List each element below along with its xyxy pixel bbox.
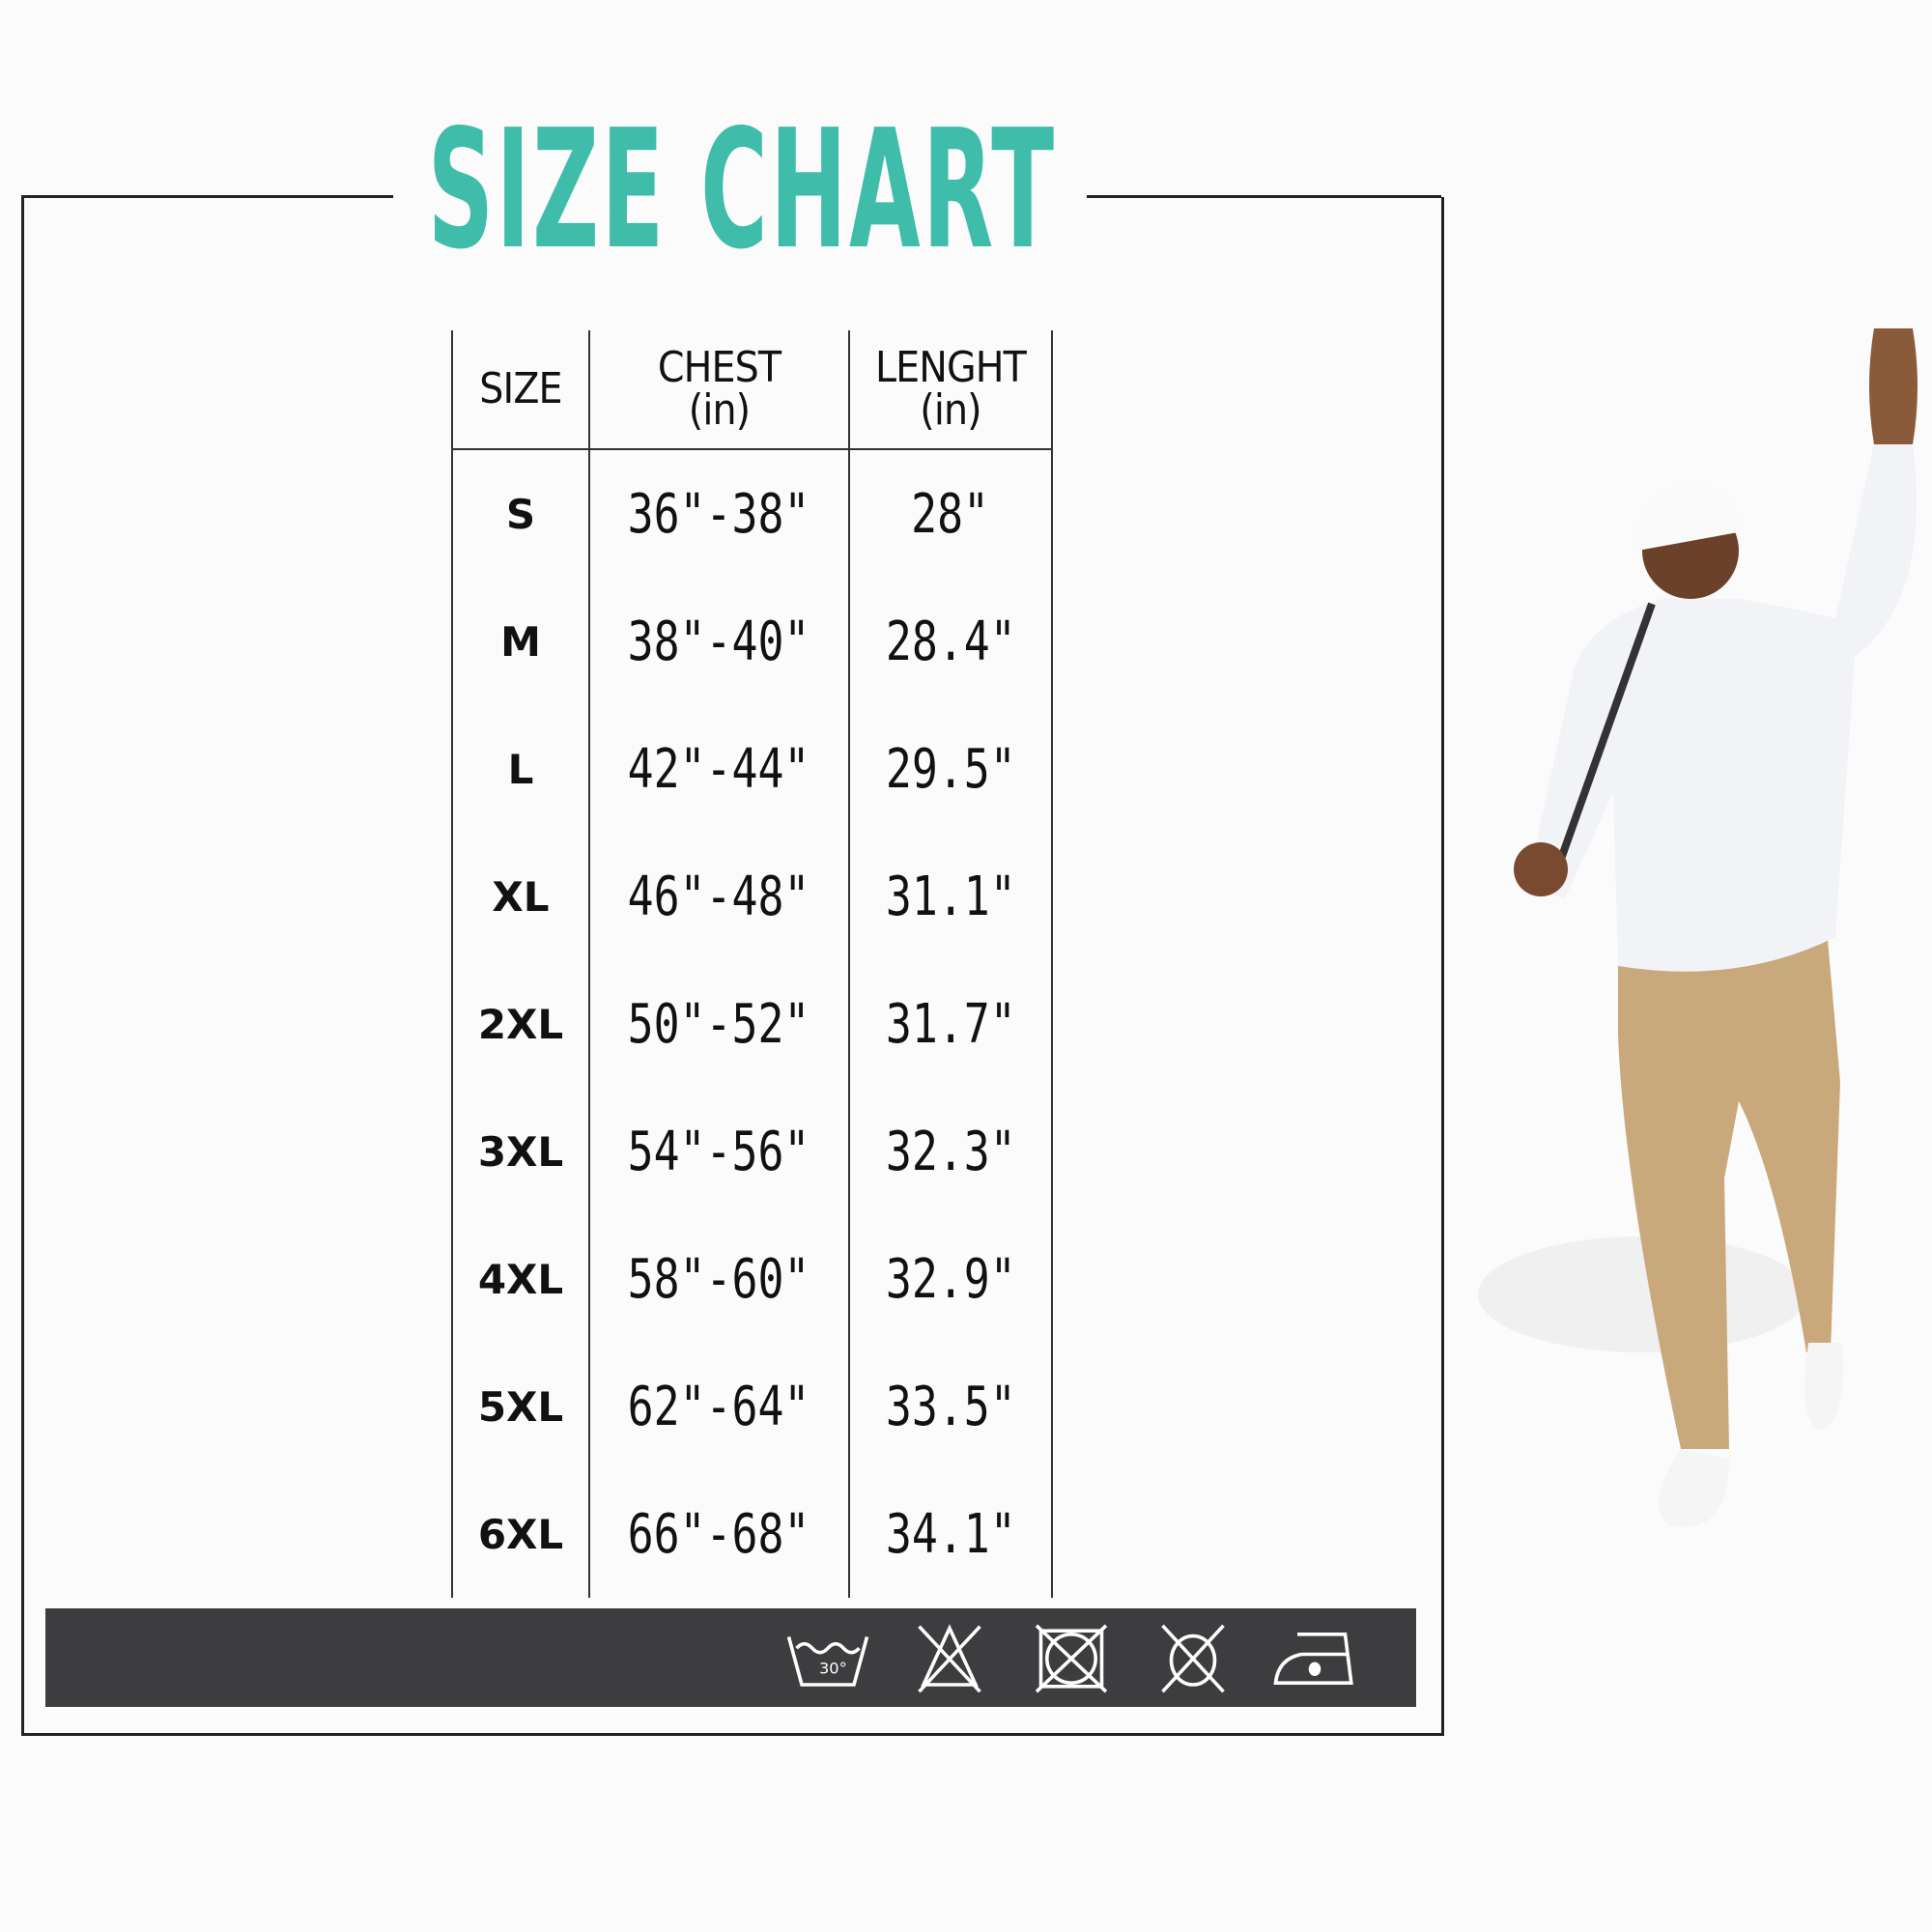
cell-chest: 62"-64" <box>588 1343 850 1470</box>
cell-chest: 66"-68" <box>588 1470 850 1598</box>
cell-length: 28" <box>848 449 1053 578</box>
iron-low-icon <box>1273 1633 1353 1685</box>
cell-size: XL <box>451 833 590 960</box>
table-row: 2XL 50"-52" 31.7" <box>451 960 1053 1088</box>
header-label: LENGHT <box>875 343 1027 392</box>
cell-chest-text: 66"-68" <box>628 1502 810 1566</box>
cell-size-text: 2XL <box>477 1000 564 1048</box>
header-unit: (in) <box>688 385 751 435</box>
header-size: SIZE <box>451 330 590 450</box>
cell-length: 28.4" <box>848 578 1053 705</box>
cell-chest: 42"-44" <box>588 705 850 833</box>
wash-temp-label: 30° <box>819 1659 847 1677</box>
frame-top-left-line <box>21 195 393 198</box>
cell-size-text: XL <box>492 872 550 921</box>
cell-length-text: 28" <box>911 482 990 546</box>
table-row: L 42"-44" 29.5" <box>451 705 1053 833</box>
cell-size: 6XL <box>451 1470 590 1598</box>
cell-length: 31.1" <box>848 833 1053 960</box>
cell-chest: 58"-60" <box>588 1215 850 1343</box>
cell-size-text: L <box>507 745 534 793</box>
cell-length: 34.1" <box>848 1470 1053 1598</box>
cell-chest-text: 54"-56" <box>628 1120 810 1183</box>
cell-length-text: 34.1" <box>885 1502 1016 1566</box>
wash-30-icon: 30° <box>786 1636 869 1687</box>
table-row: 5XL 62"-64" 33.5" <box>451 1343 1053 1470</box>
cell-size: 3XL <box>451 1088 590 1215</box>
cell-length: 33.5" <box>848 1343 1053 1470</box>
cell-length: 32.9" <box>848 1215 1053 1343</box>
chart-frame <box>21 197 1444 1736</box>
table-row: 3XL 54"-56" 32.3" <box>451 1088 1053 1215</box>
model-photo <box>1478 328 1918 1528</box>
cell-length-text: 32.3" <box>885 1120 1016 1183</box>
cell-chest: 54"-56" <box>588 1088 850 1215</box>
header-label: SIZE <box>479 364 562 413</box>
cell-size-text: 3XL <box>477 1127 564 1176</box>
cell-length-text: 32.9" <box>885 1247 1016 1311</box>
cell-size-text: M <box>500 617 541 666</box>
cell-chest-text: 36"-38" <box>628 482 810 546</box>
cell-chest: 36"-38" <box>588 449 850 578</box>
cell-size-text: S <box>505 490 536 538</box>
cell-size-text: 5XL <box>477 1382 564 1431</box>
header-chest: CHEST (in) <box>588 330 850 450</box>
cell-chest-text: 62"-64" <box>628 1375 810 1438</box>
table-row: 4XL 58"-60" 32.9" <box>451 1215 1053 1343</box>
frame-top-right-line <box>1087 195 1441 198</box>
header-unit: (in) <box>920 385 981 435</box>
cell-chest-text: 38"-40" <box>628 610 810 673</box>
cell-size-text: 6XL <box>477 1510 564 1558</box>
cell-chest: 50"-52" <box>588 960 850 1088</box>
header-label: CHEST <box>657 343 781 392</box>
cell-length-text: 31.7" <box>885 992 1016 1056</box>
table-row: XL 46"-48" 31.1" <box>451 833 1053 960</box>
table-row: M 38"-40" 28.4" <box>451 578 1053 705</box>
cell-size: M <box>451 578 590 705</box>
no-tumble-dry-icon <box>1035 1624 1108 1693</box>
cell-size: 2XL <box>451 960 590 1088</box>
care-instructions-bar: 30° <box>45 1608 1416 1707</box>
cell-length: 31.7" <box>848 960 1053 1088</box>
cell-length: 32.3" <box>848 1088 1053 1215</box>
cell-length: 29.5" <box>848 705 1053 833</box>
cell-chest: 46"-48" <box>588 833 850 960</box>
cell-chest-text: 42"-44" <box>628 737 810 801</box>
size-table: SIZE CHEST (in) LENGHT (in) S 36"-38" 28" M 38… <box>451 330 1053 1598</box>
cell-chest: 38"-40" <box>588 578 850 705</box>
page-title: SIZE CHART <box>427 95 1057 286</box>
header-length: LENGHT (in) <box>848 330 1053 450</box>
table-row: S 36"-38" 28" <box>451 449 1053 578</box>
cell-chest-text: 50"-52" <box>628 992 810 1056</box>
cell-chest-text: 46"-48" <box>628 865 810 928</box>
cell-size-text: 4XL <box>477 1255 564 1303</box>
cell-size: S <box>451 449 590 578</box>
cell-length-text: 33.5" <box>885 1375 1016 1438</box>
cell-size: L <box>451 705 590 833</box>
cell-size: 5XL <box>451 1343 590 1470</box>
cell-chest-text: 58"-60" <box>628 1247 810 1311</box>
cell-size: 4XL <box>451 1215 590 1343</box>
table-header-row: SIZE CHEST (in) LENGHT (in) <box>451 330 1053 450</box>
no-bleach-icon <box>918 1624 981 1693</box>
no-dry-clean-icon <box>1161 1624 1225 1693</box>
cell-length-text: 29.5" <box>885 737 1016 801</box>
table-row: 6XL 66"-68" 34.1" <box>451 1470 1053 1598</box>
cell-length-text: 28.4" <box>885 610 1016 673</box>
cell-length-text: 31.1" <box>885 865 1016 928</box>
